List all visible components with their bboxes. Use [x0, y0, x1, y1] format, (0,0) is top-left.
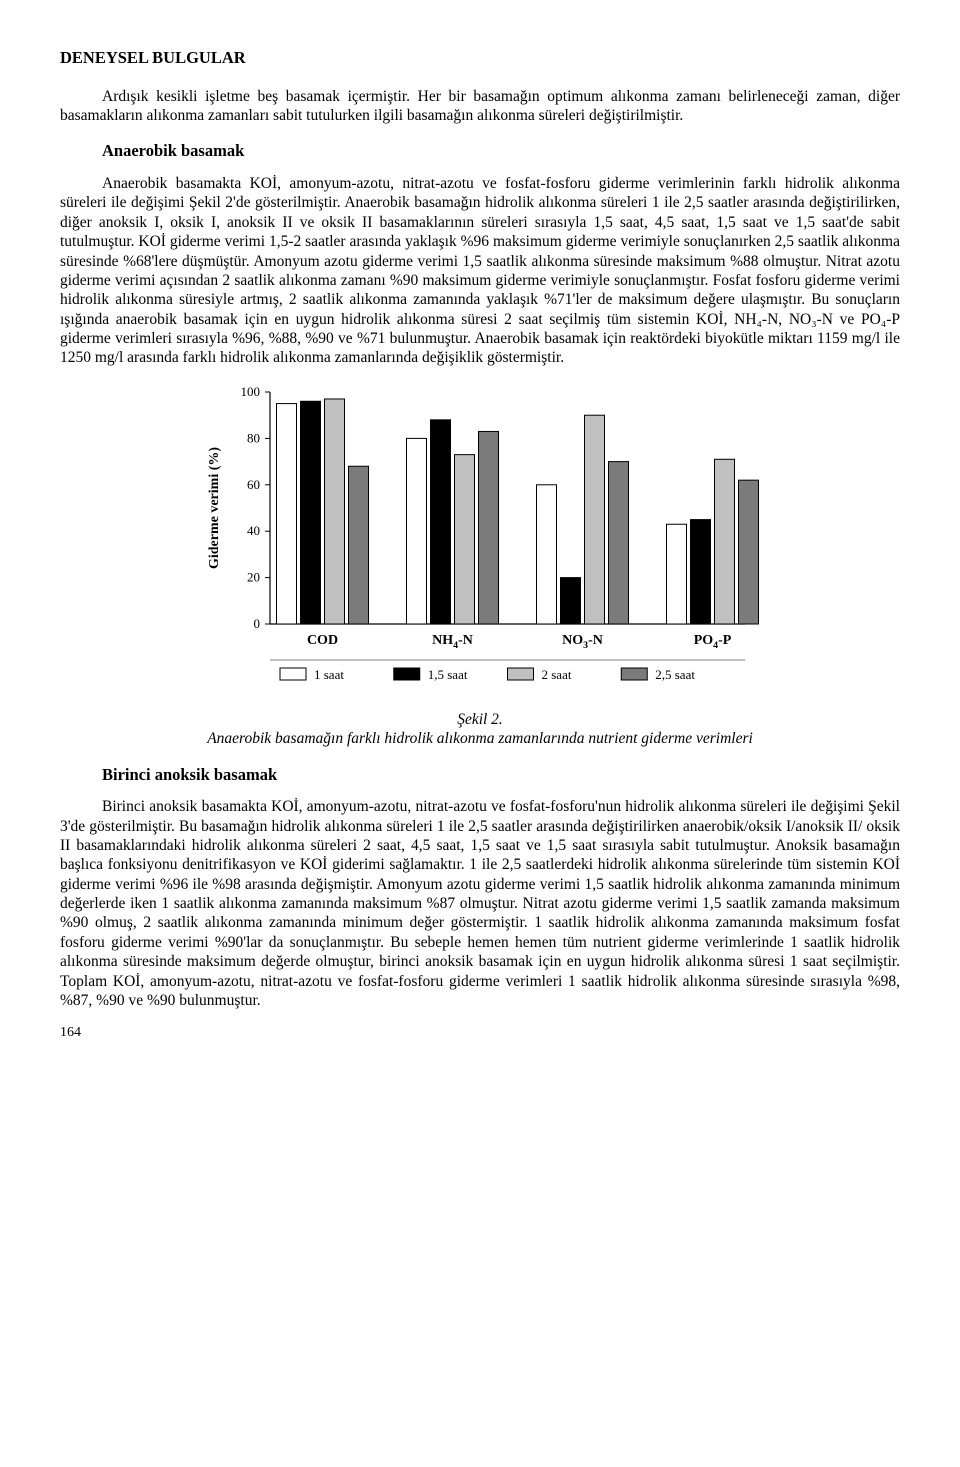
svg-text:2 saat: 2 saat — [542, 667, 572, 682]
svg-text:2,5 saat: 2,5 saat — [655, 667, 695, 682]
svg-text:Giderme verimi (%): Giderme verimi (%) — [207, 446, 222, 568]
intro-paragraph: Ardışık kesikli işletme beş basamak içer… — [60, 87, 900, 126]
anaerobic-paragraph: Anaerobik basamakta KOİ, amonyum-azotu, … — [60, 174, 900, 368]
svg-text:NO3-N: NO3-N — [562, 633, 603, 651]
svg-text:PO4-P: PO4-P — [694, 633, 732, 651]
svg-text:80: 80 — [247, 430, 260, 445]
bar-chart: 0 20 40 60 80 100 Giderme verimi (%) COD NH4-N NO… — [200, 382, 760, 702]
svg-text:0: 0 — [254, 616, 261, 631]
svg-text:COD: COD — [307, 633, 338, 648]
svg-text:1,5 saat: 1,5 saat — [428, 667, 468, 682]
svg-text:100: 100 — [241, 384, 261, 399]
svg-text:40: 40 — [247, 523, 260, 538]
svg-text:60: 60 — [247, 477, 260, 492]
svg-text:NH4-N: NH4-N — [432, 633, 473, 651]
chart-container: 0 20 40 60 80 100 Giderme verimi (%) COD NH4-N NO… — [60, 382, 900, 702]
caption-text: Anaerobik basamağın farklı hidrolik alık… — [60, 729, 900, 748]
anoxic-paragraph: Birinci anoksik basamakta KOİ, amonyum-a… — [60, 797, 900, 1010]
caption-title: Şekil 2. — [60, 710, 900, 729]
section-anaerobic-heading: Anaerobik basamak — [60, 141, 900, 162]
page-number: 164 — [60, 1024, 900, 1042]
figure-caption: Şekil 2. Anaerobik basamağın farklı hidr… — [60, 710, 900, 749]
svg-text:20: 20 — [247, 569, 260, 584]
section-anoxic-heading: Birinci anoksik basamak — [60, 765, 900, 786]
svg-text:1 saat: 1 saat — [314, 667, 344, 682]
page-title: DENEYSEL BULGULAR — [60, 48, 900, 69]
